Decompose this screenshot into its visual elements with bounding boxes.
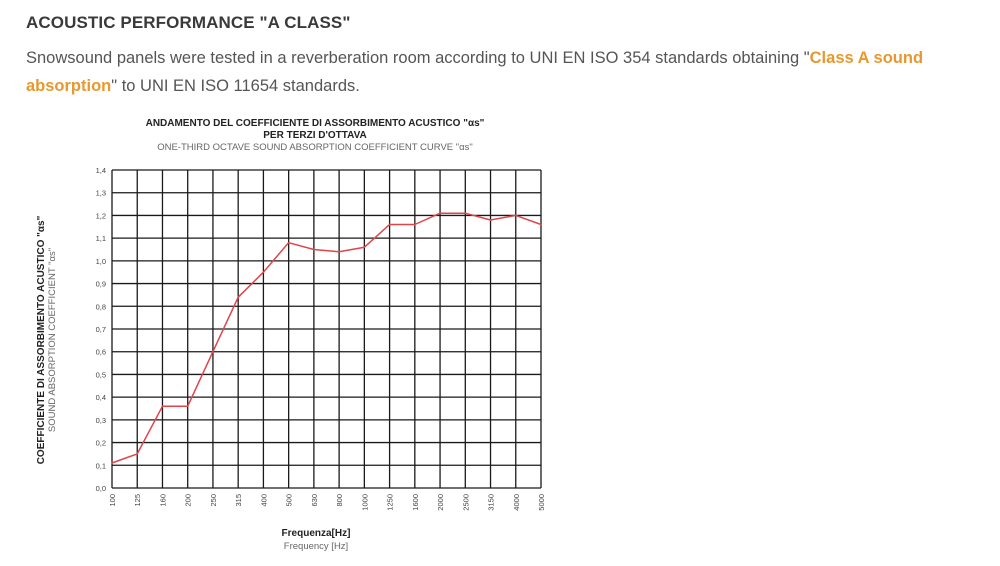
y-tick-label: 0,0 xyxy=(96,484,106,493)
x-tick-label: 3150 xyxy=(487,494,496,511)
x-tick-label: 2000 xyxy=(436,494,445,511)
section-heading: ACOUSTIC PERFORMANCE "A CLASS" xyxy=(26,13,351,32)
data-point xyxy=(136,453,139,455)
chart-title: ANDAMENTO DEL COEFFICIENTE DI ASSORBIMEN… xyxy=(146,118,485,129)
y-tick-label: 1,2 xyxy=(96,211,106,220)
data-point xyxy=(186,405,189,408)
grid-group xyxy=(111,169,542,489)
x-tick-label: 4000 xyxy=(512,494,521,511)
section-description: Snowsound panels were tested in a reverb… xyxy=(26,44,986,100)
x-tick-label: 160 xyxy=(158,494,167,507)
x-tick-label: 2500 xyxy=(461,494,470,511)
absorption-curve xyxy=(111,212,542,464)
x-tick-label: 1250 xyxy=(386,494,395,511)
y-tick-label: 0,6 xyxy=(96,348,106,357)
x-tick-label: 800 xyxy=(335,494,344,507)
x-tick-label: 500 xyxy=(285,494,294,507)
data-point xyxy=(489,219,492,221)
x-axis-label: Frequenza[Hz] xyxy=(282,528,351,539)
data-point xyxy=(338,250,340,253)
y-tick-label: 0,2 xyxy=(96,439,106,448)
y-tick-label: 0,3 xyxy=(96,416,106,425)
chart-title-line2: PER TERZI D'OTTAVA xyxy=(263,130,367,141)
x-tick-label: 250 xyxy=(209,494,218,507)
x-tick-label: 630 xyxy=(310,494,319,507)
data-point xyxy=(514,214,517,217)
x-tick-label: 400 xyxy=(259,494,268,507)
class-a-highlight: Class A sound absorption xyxy=(26,49,924,95)
data-point xyxy=(111,462,113,464)
x-tick-labels: 100 125 160 200 250 315 400 500 630 800 1000 1250 16… xyxy=(108,494,546,511)
data-point xyxy=(439,212,441,214)
y-tick-label: 1,4 xyxy=(96,166,106,175)
y-tick-label: 0,5 xyxy=(96,370,106,379)
y-tick-label: 0,1 xyxy=(96,461,106,470)
x-axis-label-en: Frequency [Hz] xyxy=(284,541,348,552)
x-tick-label: 125 xyxy=(133,494,142,507)
data-point xyxy=(414,223,416,226)
data-series xyxy=(111,212,542,464)
y-tick-labels: 0,0 0,1 0,2 0,3 0,4 0,5 0,6 0,7 0,8 0,9 1,0 1,1 1,2 1… xyxy=(96,166,106,493)
data-point xyxy=(363,246,366,249)
data-point xyxy=(212,350,214,353)
chart-subtitle: ONE-THIRD OCTAVE SOUND ABSORPTION COEFFI… xyxy=(157,142,473,153)
desc-text-1: Snowsound panels were tested in a reverb… xyxy=(26,49,810,67)
data-point xyxy=(237,296,239,299)
data-point xyxy=(313,248,315,251)
x-tick-label: 5000 xyxy=(537,494,546,511)
desc-text-2: " to UNI EN ISO 11654 standards. xyxy=(111,77,360,95)
y-tick-label: 0,9 xyxy=(96,280,106,289)
data-point xyxy=(540,223,542,226)
x-tick-label: 100 xyxy=(108,494,117,507)
data-point xyxy=(161,405,164,408)
data-point xyxy=(464,212,467,214)
x-tick-label: 200 xyxy=(184,494,193,507)
data-point xyxy=(388,223,391,226)
data-point xyxy=(262,271,265,274)
y-tick-label: 1,1 xyxy=(96,234,106,243)
y-tick-label: 0,7 xyxy=(96,325,106,334)
x-tick-label: 1600 xyxy=(411,494,420,511)
y-axis-label-en: SOUND ABSORPTION COEFFICIENT "αs" xyxy=(47,248,58,432)
y-tick-label: 0,8 xyxy=(96,302,106,311)
data-point xyxy=(287,241,290,244)
y-tick-label: 1,3 xyxy=(96,189,106,198)
x-tick-label: 315 xyxy=(234,494,243,507)
y-tick-label: 0,4 xyxy=(96,393,106,402)
y-axis-label: COEFFICIENTE DI ASSORBIMENTO ACUSTICO "α… xyxy=(36,215,47,464)
x-tick-label: 1000 xyxy=(360,494,369,511)
y-tick-label: 1,0 xyxy=(96,257,106,266)
